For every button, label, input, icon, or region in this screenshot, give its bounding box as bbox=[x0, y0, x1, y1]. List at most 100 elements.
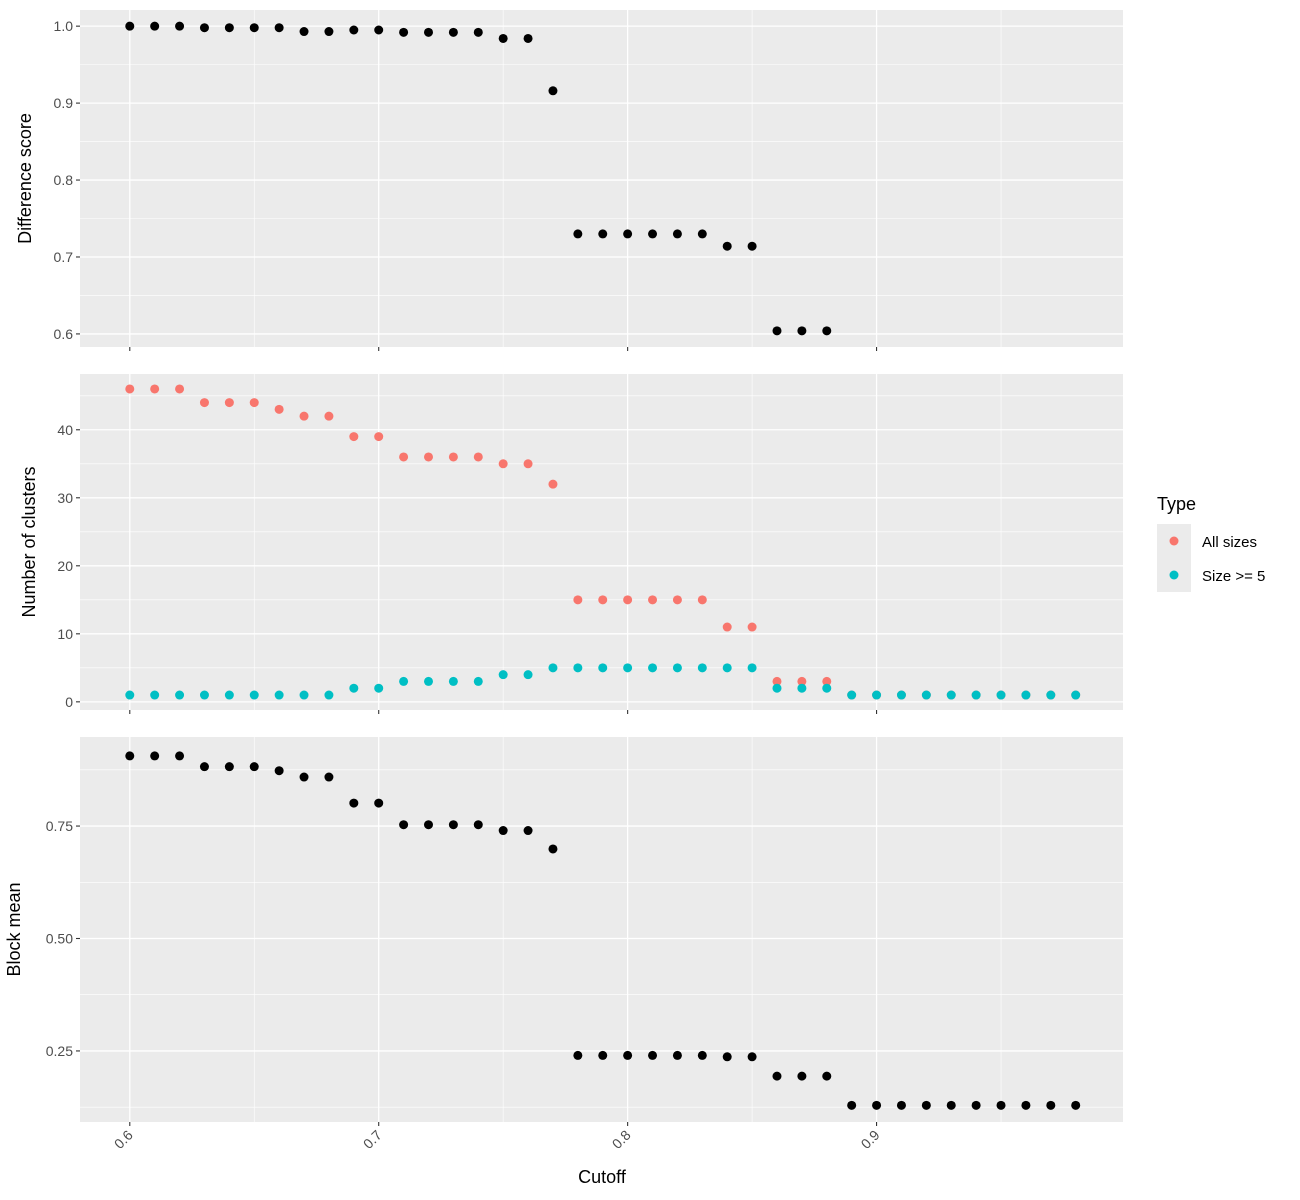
legend-title: Type bbox=[1157, 494, 1196, 514]
data-point bbox=[274, 404, 284, 414]
x-axis-title: Cutoff bbox=[578, 1167, 627, 1187]
y-tick-label: 0.50 bbox=[46, 930, 73, 946]
data-point bbox=[1046, 690, 1056, 700]
y-tick-label: 0.75 bbox=[46, 818, 73, 834]
data-point bbox=[697, 1050, 707, 1060]
data-point bbox=[399, 820, 409, 830]
y-tick-label: 0 bbox=[65, 694, 73, 710]
data-point bbox=[672, 595, 682, 605]
data-point bbox=[125, 751, 135, 761]
panel-2: 0 10 20 30 40 Number of clusters bbox=[19, 374, 1123, 714]
data-point bbox=[199, 690, 209, 700]
data-point bbox=[847, 690, 857, 700]
data-point bbox=[324, 411, 334, 421]
data-point bbox=[722, 1052, 732, 1062]
data-point bbox=[697, 663, 707, 673]
x-tick-label: 0.8 bbox=[609, 1127, 634, 1152]
panel-background bbox=[80, 374, 1123, 710]
data-point bbox=[448, 676, 458, 686]
data-point bbox=[822, 326, 832, 336]
data-point bbox=[623, 663, 633, 673]
data-point bbox=[125, 690, 135, 700]
data-point bbox=[299, 27, 309, 37]
data-point bbox=[847, 1100, 857, 1110]
data-point bbox=[548, 479, 558, 489]
data-point bbox=[1071, 1100, 1081, 1110]
data-point bbox=[772, 1071, 782, 1081]
data-point bbox=[224, 23, 234, 33]
data-point bbox=[822, 1071, 832, 1081]
data-point bbox=[448, 27, 458, 37]
data-point bbox=[324, 690, 334, 700]
data-point bbox=[598, 595, 608, 605]
data-point bbox=[199, 23, 209, 33]
y-tick-label: 0.9 bbox=[54, 95, 74, 111]
data-point bbox=[623, 1050, 633, 1060]
series-block-mean bbox=[125, 751, 1081, 1110]
data-point bbox=[548, 844, 558, 854]
data-point bbox=[648, 663, 658, 673]
y-axis-title: Number of clusters bbox=[19, 466, 39, 617]
data-point bbox=[224, 690, 234, 700]
data-point bbox=[573, 229, 583, 239]
data-point bbox=[648, 595, 658, 605]
data-point bbox=[175, 21, 185, 31]
data-point bbox=[150, 690, 160, 700]
data-point bbox=[473, 676, 483, 686]
data-point bbox=[349, 798, 359, 808]
data-point bbox=[399, 676, 409, 686]
legend-key-all-sizes bbox=[1169, 536, 1179, 546]
data-point bbox=[249, 23, 259, 33]
data-point bbox=[548, 86, 558, 96]
data-point bbox=[423, 27, 433, 37]
data-point bbox=[648, 1050, 658, 1060]
data-point bbox=[672, 663, 682, 673]
data-point bbox=[722, 663, 732, 673]
data-point bbox=[150, 384, 160, 394]
data-point bbox=[797, 326, 807, 336]
legend-label-size-ge-5: Size >= 5 bbox=[1202, 568, 1265, 585]
data-point bbox=[946, 1100, 956, 1110]
data-point bbox=[249, 690, 259, 700]
data-point bbox=[498, 826, 508, 836]
data-point bbox=[374, 25, 384, 35]
data-point bbox=[772, 683, 782, 693]
data-point bbox=[523, 459, 533, 469]
data-point bbox=[772, 676, 782, 686]
data-point bbox=[324, 27, 334, 37]
data-point bbox=[224, 762, 234, 772]
data-point bbox=[423, 452, 433, 462]
data-point bbox=[349, 25, 359, 35]
data-point bbox=[598, 1050, 608, 1060]
data-point bbox=[175, 690, 185, 700]
panel-3: 0.25 0.50 0.75 0.6 0.7 0.8 0.9 Block mean bbox=[4, 737, 1123, 1152]
series-all-sizes bbox=[125, 384, 1081, 700]
x-tick-label: 0.6 bbox=[111, 1127, 136, 1152]
data-point bbox=[274, 766, 284, 776]
data-point bbox=[448, 820, 458, 830]
data-point bbox=[747, 1052, 757, 1062]
data-point bbox=[498, 459, 508, 469]
data-point bbox=[747, 241, 757, 251]
data-point bbox=[921, 1100, 931, 1110]
data-point bbox=[324, 772, 334, 782]
data-point bbox=[623, 595, 633, 605]
series-size-5 bbox=[125, 663, 1081, 700]
data-point bbox=[199, 398, 209, 408]
y-tick-label: 0.6 bbox=[54, 326, 74, 342]
data-point bbox=[697, 595, 707, 605]
data-point bbox=[498, 33, 508, 43]
data-point bbox=[1021, 690, 1031, 700]
y-tick-label: 1.0 bbox=[54, 18, 74, 34]
data-point bbox=[747, 622, 757, 632]
data-point bbox=[299, 690, 309, 700]
data-point bbox=[996, 1100, 1006, 1110]
legend-key-size-ge-5 bbox=[1169, 570, 1179, 580]
data-point bbox=[125, 384, 135, 394]
data-point bbox=[423, 820, 433, 830]
y-tick-label: 30 bbox=[57, 490, 73, 506]
y-tick-label: 10 bbox=[57, 626, 73, 642]
data-point bbox=[772, 326, 782, 336]
data-point bbox=[797, 1071, 807, 1081]
legend-label-all-sizes: All sizes bbox=[1202, 534, 1257, 551]
